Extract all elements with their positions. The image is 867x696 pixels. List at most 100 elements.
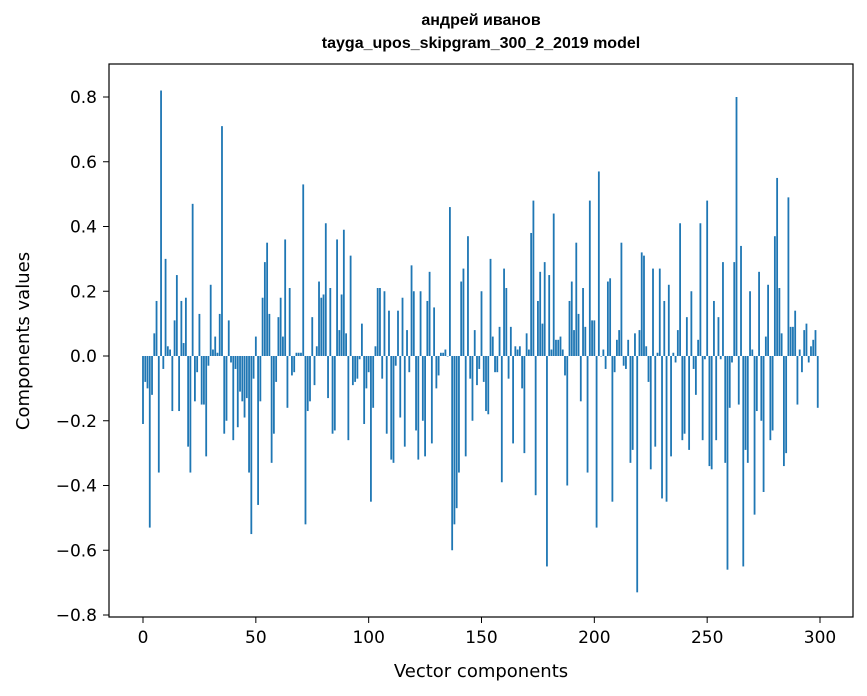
bar bbox=[595, 356, 598, 528]
bar bbox=[322, 294, 325, 356]
bar bbox=[584, 326, 587, 356]
bar bbox=[785, 356, 788, 454]
bar bbox=[338, 330, 341, 356]
bar bbox=[758, 271, 760, 356]
bar bbox=[645, 346, 648, 356]
bar bbox=[805, 323, 808, 356]
y-tick-label: −0.8 bbox=[56, 606, 97, 626]
bar bbox=[239, 356, 241, 392]
bar bbox=[541, 323, 544, 356]
bar bbox=[550, 349, 553, 356]
bar bbox=[647, 356, 650, 382]
bar bbox=[198, 313, 201, 356]
bar bbox=[557, 339, 560, 356]
y-tick-label: 0.2 bbox=[70, 282, 97, 302]
bar bbox=[611, 356, 614, 502]
bar bbox=[566, 356, 569, 486]
bar bbox=[742, 356, 745, 567]
bar bbox=[191, 203, 194, 356]
bar bbox=[496, 356, 499, 373]
bar bbox=[212, 349, 214, 356]
bar bbox=[453, 356, 456, 525]
bar bbox=[737, 356, 740, 405]
bar bbox=[744, 356, 747, 450]
bar bbox=[430, 356, 433, 444]
bar bbox=[733, 262, 736, 356]
bar bbox=[455, 356, 458, 509]
bar bbox=[261, 297, 264, 356]
bars-group bbox=[142, 90, 819, 593]
bar bbox=[415, 356, 417, 431]
bar bbox=[634, 333, 636, 356]
bar bbox=[591, 320, 593, 356]
y-tick-label: 0.8 bbox=[70, 88, 97, 108]
bar bbox=[155, 300, 158, 356]
bar bbox=[667, 284, 670, 356]
bar bbox=[406, 330, 408, 356]
bar bbox=[252, 356, 255, 379]
bar bbox=[812, 339, 815, 356]
bar bbox=[518, 346, 521, 356]
bar bbox=[223, 356, 226, 434]
bar bbox=[374, 346, 377, 356]
bar bbox=[670, 356, 672, 457]
bar bbox=[749, 291, 751, 356]
bar bbox=[288, 288, 291, 356]
bar bbox=[376, 288, 379, 356]
bar bbox=[394, 356, 397, 366]
bar bbox=[282, 336, 284, 356]
bar bbox=[701, 356, 704, 441]
bar bbox=[144, 356, 147, 382]
bar bbox=[426, 300, 429, 356]
bar bbox=[661, 356, 663, 499]
bar bbox=[295, 352, 298, 356]
bar bbox=[469, 356, 472, 379]
bar bbox=[241, 356, 244, 402]
bar bbox=[351, 356, 354, 386]
bar bbox=[462, 268, 465, 356]
bar bbox=[728, 356, 731, 408]
bar bbox=[419, 291, 422, 356]
bar bbox=[446, 356, 449, 357]
bar bbox=[356, 356, 359, 379]
bar bbox=[807, 356, 810, 363]
y-tick-label: −0.2 bbox=[56, 412, 97, 432]
bar bbox=[309, 356, 311, 402]
bar bbox=[485, 356, 487, 412]
bar bbox=[313, 356, 316, 386]
bar bbox=[397, 310, 399, 356]
bar bbox=[692, 356, 695, 369]
bar bbox=[810, 346, 812, 356]
bar bbox=[284, 239, 287, 356]
bar bbox=[304, 356, 307, 525]
bar bbox=[175, 275, 178, 356]
bar bbox=[627, 339, 630, 356]
bar bbox=[367, 356, 370, 373]
bar bbox=[672, 352, 675, 356]
bar bbox=[656, 352, 659, 356]
bar bbox=[564, 356, 566, 376]
bar bbox=[521, 356, 524, 389]
bar bbox=[625, 356, 627, 369]
bar bbox=[740, 245, 742, 356]
bar bbox=[302, 184, 305, 356]
bar bbox=[214, 336, 217, 356]
bar bbox=[713, 300, 715, 356]
bar bbox=[555, 339, 557, 356]
bar bbox=[388, 310, 390, 356]
bar bbox=[236, 356, 239, 428]
bar bbox=[151, 356, 153, 395]
bar bbox=[164, 258, 167, 356]
bar bbox=[507, 356, 510, 379]
bar bbox=[679, 223, 681, 356]
bar bbox=[424, 356, 426, 457]
bar bbox=[615, 339, 618, 356]
bar bbox=[408, 356, 411, 373]
bar bbox=[706, 200, 709, 356]
bar bbox=[573, 330, 575, 356]
x-tick-label: 50 bbox=[245, 628, 267, 648]
bar bbox=[746, 356, 749, 463]
bar bbox=[498, 326, 501, 356]
bar bbox=[722, 262, 724, 356]
